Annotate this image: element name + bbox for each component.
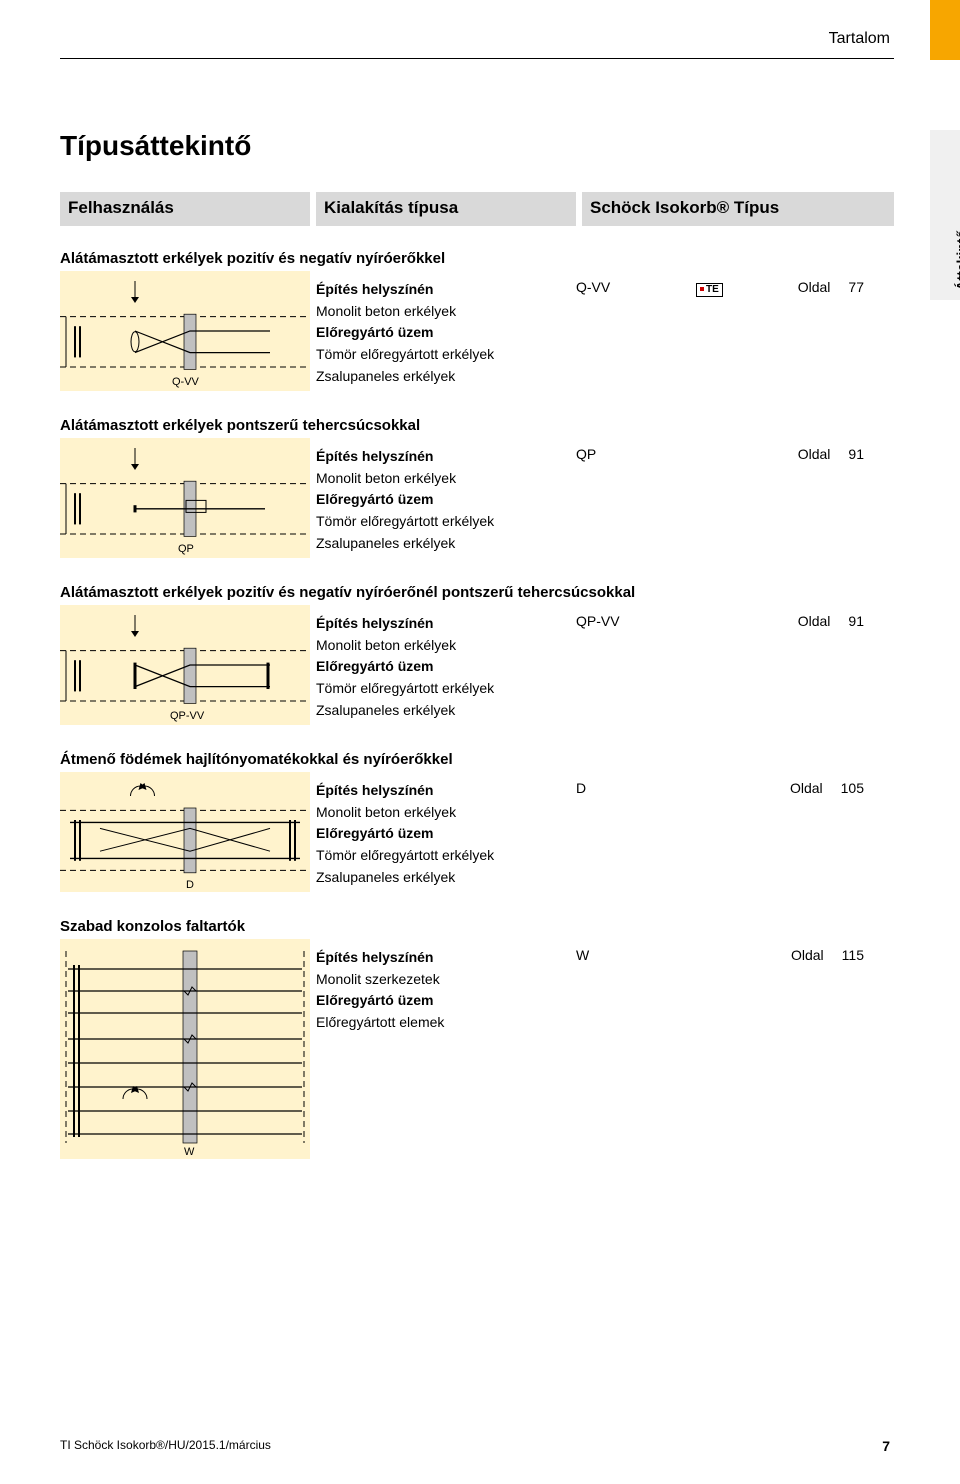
- desc-line: Monolit szerkezetek: [316, 969, 576, 991]
- section-row: QP Építés helyszínénMonolit beton erkély…: [60, 438, 894, 558]
- page-label: Oldal: [791, 947, 824, 963]
- section-type-col: QP-VV Oldal 91: [576, 605, 894, 629]
- badge-cell: [696, 947, 756, 963]
- desc-line: Építés helyszínén: [316, 446, 576, 468]
- desc-line: Monolit beton erkélyek: [316, 802, 576, 824]
- page-number: 115: [842, 947, 864, 963]
- badge-cell: [696, 780, 756, 796]
- desc-line: Tömör előregyártott erkélyek: [316, 845, 576, 867]
- section-title: Alátámasztott erkélyek pozitív és negatí…: [60, 250, 894, 267]
- svg-text:QP-VV: QP-VV: [170, 710, 205, 722]
- type-section: Alátámasztott erkélyek pozitív és negatí…: [60, 250, 894, 391]
- desc-line: Előregyártó üzem: [316, 322, 576, 344]
- type-code: W: [576, 947, 696, 963]
- desc-line: Monolit beton erkélyek: [316, 301, 576, 323]
- section-description: Építés helyszínénMonolit beton erkélyekE…: [316, 772, 576, 888]
- section-title: Átmenő födémek hajlítónyomatékokkal és n…: [60, 751, 894, 768]
- desc-line: Monolit beton erkélyek: [316, 468, 576, 490]
- col-type: Schöck Isokorb® Típus: [582, 192, 894, 226]
- desc-line: Tömör előregyártott erkélyek: [316, 511, 576, 533]
- column-headers: Felhasználás Kialakítás típusa Schöck Is…: [60, 192, 894, 226]
- section-title: Alátámasztott erkélyek pozitív és negatí…: [60, 584, 894, 601]
- section-description: Építés helyszínénMonolit beton erkélyekE…: [316, 605, 576, 721]
- side-tab-label: Áttekintő: [954, 230, 960, 291]
- svg-text:QP: QP: [178, 543, 194, 555]
- section-type-col: D Oldal 105: [576, 772, 894, 796]
- desc-line: Előregyártó üzem: [316, 990, 576, 1012]
- page-label: Oldal: [790, 780, 823, 796]
- section-diagram: QP-VV: [60, 605, 310, 725]
- desc-line: Zsalupaneles erkélyek: [316, 867, 576, 889]
- section-diagram: QP: [60, 438, 310, 558]
- svg-text:D: D: [186, 879, 194, 891]
- page-title: Típusáttekintő: [60, 130, 251, 162]
- desc-line: Tömör előregyártott erkélyek: [316, 344, 576, 366]
- type-section: Szabad konzolos faltartók W Építés helys…: [60, 918, 894, 1159]
- footer-page-number: 7: [882, 1438, 890, 1454]
- page-label: Oldal: [798, 279, 831, 295]
- type-section: Alátámasztott erkélyek pozitív és negatí…: [60, 584, 894, 725]
- page-footer: TI Schöck Isokorb®/HU/2015.1/március 7: [60, 1438, 890, 1454]
- page-number: 91: [848, 613, 864, 629]
- desc-line: Előregyártott elemek: [316, 1012, 576, 1034]
- page-label: Oldal: [798, 613, 831, 629]
- desc-line: Előregyártó üzem: [316, 656, 576, 678]
- hte-text: TE: [706, 284, 719, 295]
- section-row: D Építés helyszínénMonolit beton erkélye…: [60, 772, 894, 892]
- section-type-col: Q-VV TE Oldal 77: [576, 271, 894, 297]
- section-row: QP-VV Építés helyszínénMonolit beton erk…: [60, 605, 894, 725]
- type-code: QP-VV: [576, 613, 696, 629]
- section-title: Szabad konzolos faltartók: [60, 918, 894, 935]
- desc-line: Építés helyszínén: [316, 279, 576, 301]
- desc-line: Zsalupaneles erkélyek: [316, 700, 576, 722]
- hte-badge: TE: [696, 283, 723, 297]
- badge-cell: [696, 613, 756, 629]
- svg-text:Q-VV: Q-VV: [172, 376, 200, 388]
- desc-line: Zsalupaneles erkélyek: [316, 533, 576, 555]
- desc-line: Előregyártó üzem: [316, 489, 576, 511]
- header-breadcrumb: Tartalom: [829, 30, 890, 48]
- page-ref: Oldal 91: [756, 446, 894, 462]
- type-section: Átmenő födémek hajlítónyomatékokkal és n…: [60, 751, 894, 892]
- type-section: Alátámasztott erkélyek pontszerű tehercs…: [60, 417, 894, 558]
- page-label: Oldal: [798, 446, 831, 462]
- page-ref: Oldal 105: [756, 780, 894, 796]
- desc-line: Monolit beton erkélyek: [316, 635, 576, 657]
- col-design: Kialakítás típusa: [316, 192, 576, 226]
- section-diagram: W: [60, 939, 310, 1159]
- desc-line: Építés helyszínén: [316, 947, 576, 969]
- page-number: 91: [848, 446, 864, 462]
- section-type-col: W Oldal 115: [576, 939, 894, 963]
- svg-text:W: W: [184, 1146, 195, 1158]
- section-row: Q-VV Építés helyszínénMonolit beton erké…: [60, 271, 894, 391]
- badge-cell: TE: [696, 279, 756, 297]
- desc-line: Tömör előregyártott erkélyek: [316, 678, 576, 700]
- desc-line: Előregyártó üzem: [316, 823, 576, 845]
- col-usage: Felhasználás: [60, 192, 310, 226]
- badge-cell: [696, 446, 756, 462]
- desc-line: Építés helyszínén: [316, 780, 576, 802]
- section-diagram: D: [60, 772, 310, 892]
- page-ref: Oldal 77: [756, 279, 894, 297]
- header-rule: [60, 58, 894, 59]
- footer-doc-id: TI Schöck Isokorb®/HU/2015.1/március: [60, 1438, 271, 1454]
- page-accent-tab: [930, 0, 960, 60]
- type-code: D: [576, 780, 696, 796]
- desc-line: Zsalupaneles erkélyek: [316, 366, 576, 388]
- section-description: Építés helyszínénMonolit beton erkélyekE…: [316, 271, 576, 387]
- page-ref: Oldal 115: [756, 947, 894, 963]
- section-description: Építés helyszínénMonolit szerkezetekElőr…: [316, 939, 576, 1034]
- section-title: Alátámasztott erkélyek pontszerű tehercs…: [60, 417, 894, 434]
- sections-list: Alátámasztott erkélyek pozitív és negatí…: [60, 250, 894, 1185]
- section-row: W Építés helyszínénMonolit szerkezetekEl…: [60, 939, 894, 1159]
- type-code: QP: [576, 446, 696, 462]
- desc-line: Építés helyszínén: [316, 613, 576, 635]
- page-number: 77: [848, 279, 864, 295]
- type-code: Q-VV: [576, 279, 696, 297]
- section-description: Építés helyszínénMonolit beton erkélyekE…: [316, 438, 576, 554]
- section-diagram: Q-VV: [60, 271, 310, 391]
- page-ref: Oldal 91: [756, 613, 894, 629]
- section-type-col: QP Oldal 91: [576, 438, 894, 462]
- page-number: 105: [841, 780, 864, 796]
